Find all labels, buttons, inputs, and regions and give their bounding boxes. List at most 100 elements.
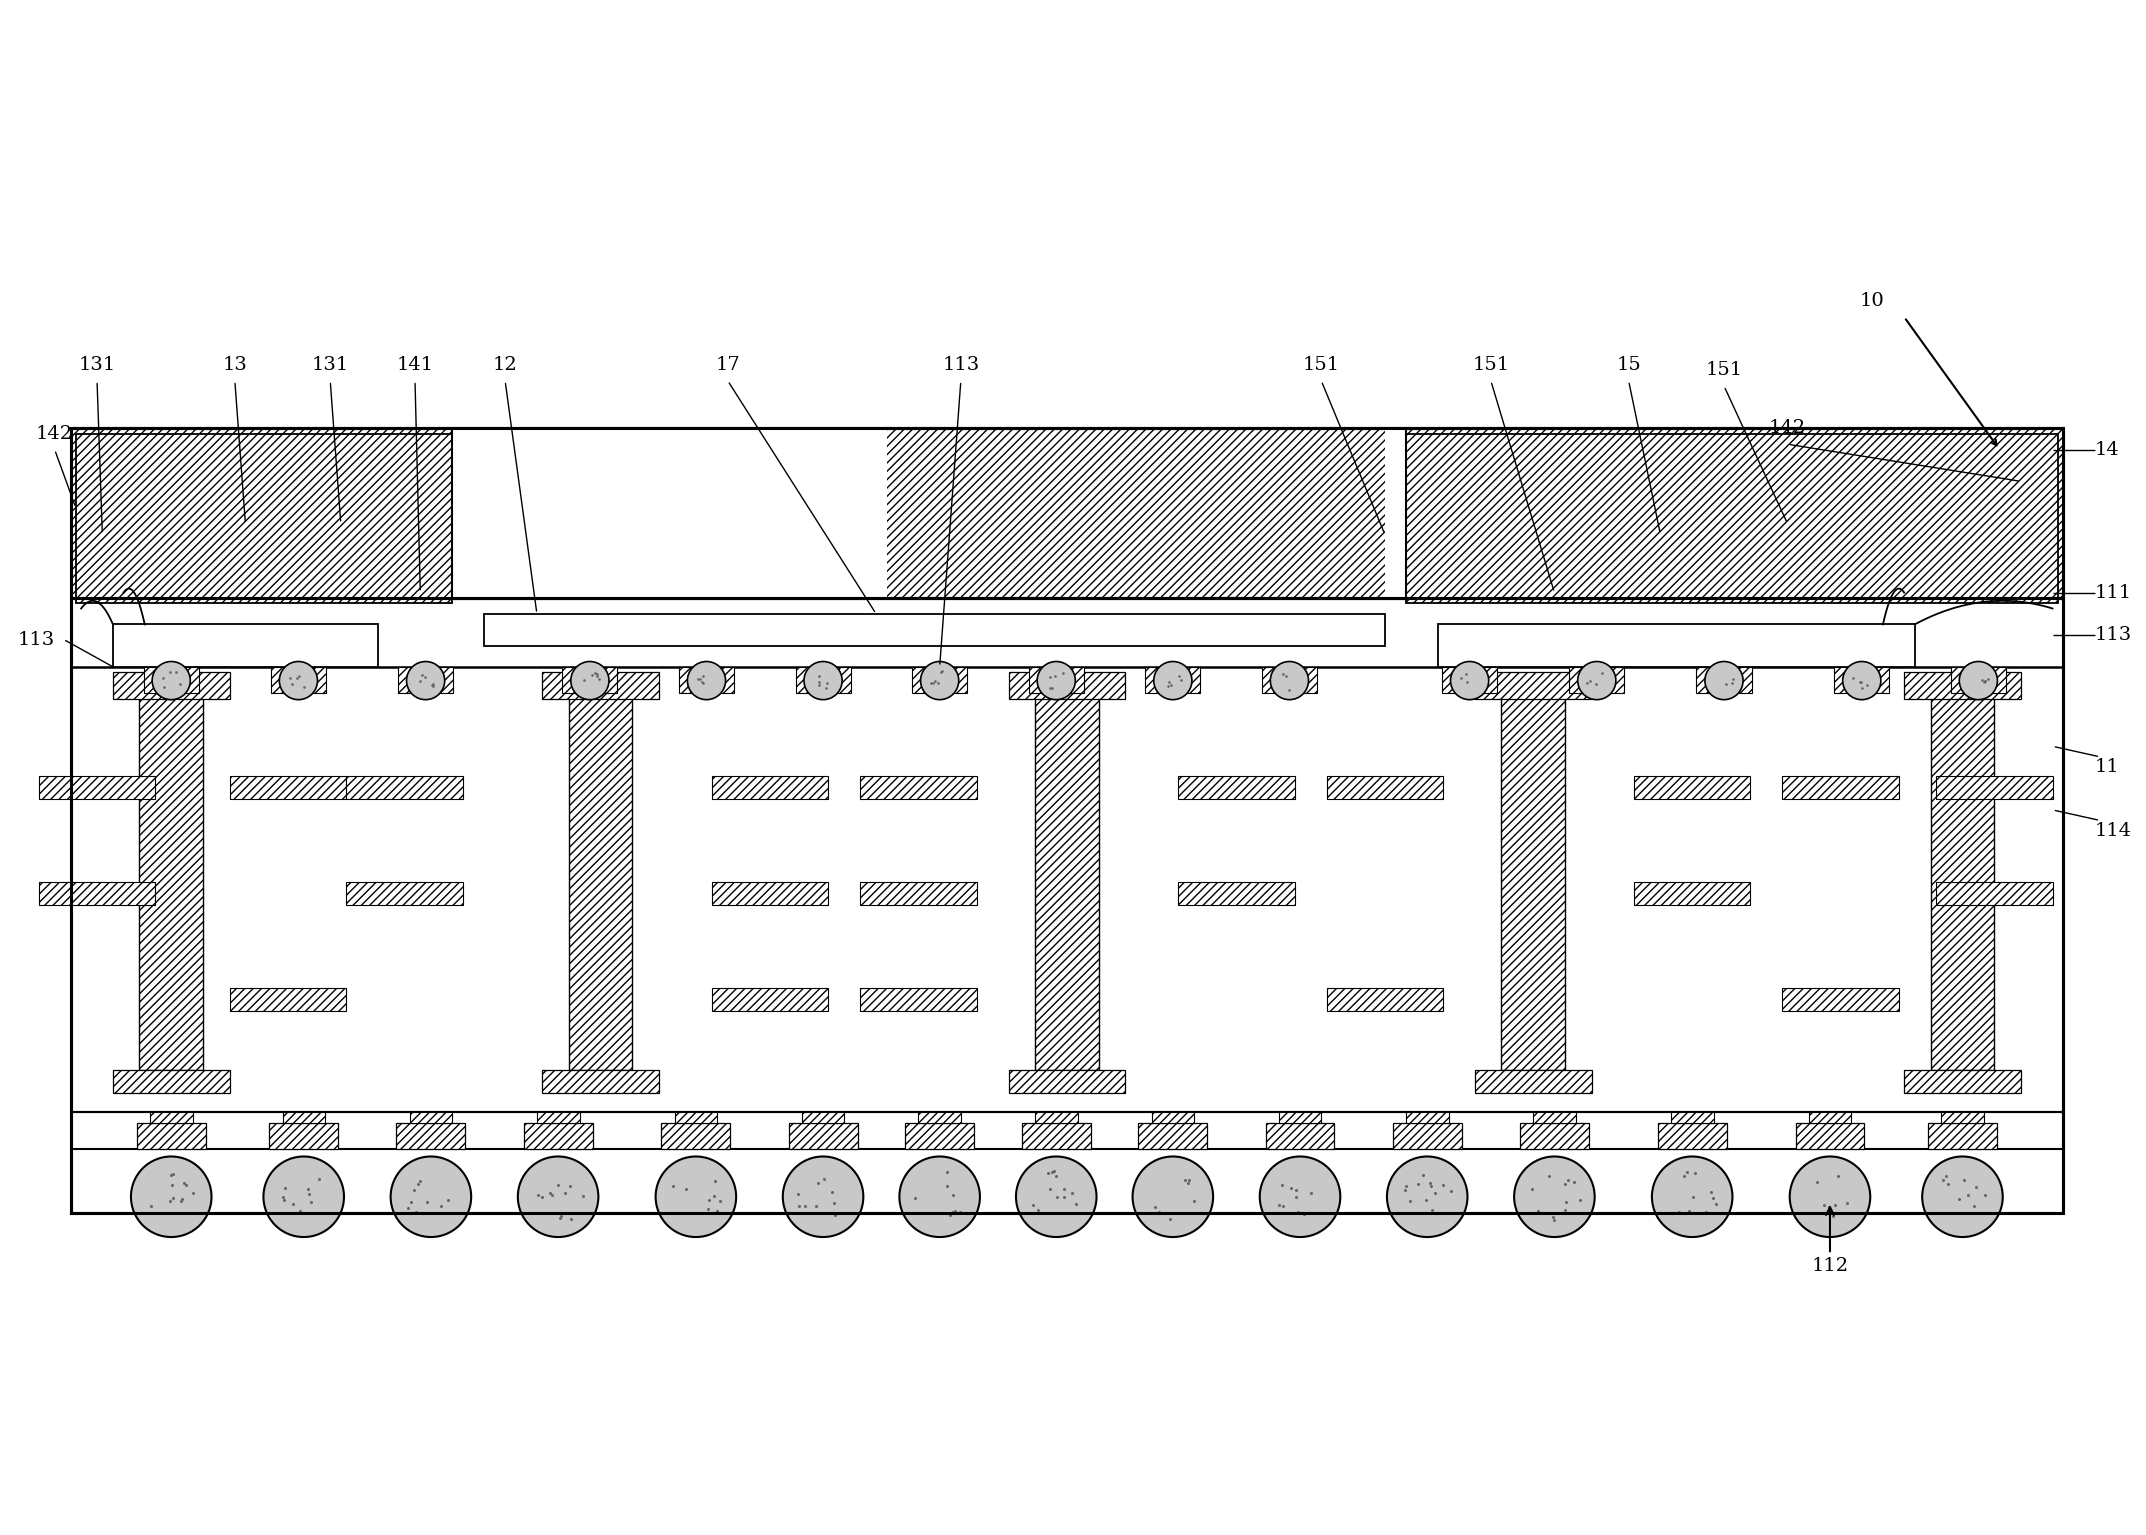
- Text: 113: 113: [17, 631, 56, 649]
- Bar: [483, 614, 1384, 646]
- Bar: [1532, 1111, 1575, 1122]
- Bar: [1633, 777, 1751, 800]
- Bar: [39, 883, 155, 906]
- Text: 111: 111: [2094, 583, 2133, 602]
- Bar: [1657, 1122, 1728, 1150]
- Bar: [1384, 428, 1406, 599]
- Bar: [139, 694, 204, 1070]
- Circle shape: [1133, 1156, 1212, 1237]
- Bar: [1783, 989, 1899, 1012]
- Text: 13: 13: [223, 356, 247, 373]
- Bar: [1697, 666, 1751, 694]
- Bar: [712, 883, 828, 906]
- Text: 12: 12: [494, 356, 517, 373]
- Bar: [562, 666, 618, 694]
- Text: 11: 11: [2094, 758, 2120, 777]
- Circle shape: [1260, 1156, 1341, 1237]
- Text: 15: 15: [1616, 356, 1642, 373]
- Bar: [268, 1122, 339, 1150]
- Bar: [543, 1070, 659, 1093]
- Bar: [1783, 777, 1899, 800]
- Bar: [906, 1122, 974, 1150]
- Bar: [1927, 1122, 1998, 1150]
- Bar: [1442, 666, 1498, 694]
- Text: 131: 131: [311, 356, 350, 373]
- Bar: [912, 666, 968, 694]
- Text: 131: 131: [79, 356, 116, 373]
- Bar: [1009, 1070, 1125, 1093]
- Text: 114: 114: [2094, 823, 2133, 840]
- Bar: [71, 599, 2062, 1213]
- Bar: [137, 1122, 206, 1150]
- Bar: [1034, 1111, 1077, 1122]
- Bar: [1672, 1111, 1715, 1122]
- Circle shape: [899, 1156, 981, 1237]
- Bar: [144, 666, 200, 694]
- Circle shape: [657, 1156, 736, 1237]
- Bar: [397, 666, 453, 694]
- Bar: [543, 672, 659, 698]
- Bar: [1262, 666, 1318, 694]
- Text: 151: 151: [1303, 356, 1339, 373]
- Bar: [410, 1111, 453, 1122]
- Text: 142: 142: [1768, 419, 1807, 437]
- Circle shape: [1270, 662, 1309, 700]
- Bar: [1519, 1122, 1588, 1150]
- Bar: [1633, 883, 1751, 906]
- Bar: [712, 989, 828, 1012]
- Circle shape: [1923, 1156, 2002, 1237]
- Bar: [114, 625, 378, 666]
- Circle shape: [921, 662, 959, 700]
- Bar: [1021, 1122, 1090, 1150]
- Bar: [661, 1122, 730, 1150]
- Circle shape: [279, 662, 318, 700]
- Bar: [1502, 694, 1564, 1070]
- Bar: [230, 777, 346, 800]
- Bar: [114, 1070, 230, 1093]
- Bar: [75, 433, 453, 603]
- Circle shape: [1704, 662, 1743, 700]
- Circle shape: [1015, 1156, 1097, 1237]
- Bar: [1178, 883, 1294, 906]
- Circle shape: [571, 662, 609, 700]
- Bar: [861, 883, 976, 906]
- Bar: [1009, 672, 1125, 698]
- Circle shape: [1386, 1156, 1468, 1237]
- Bar: [1569, 666, 1625, 694]
- Circle shape: [1843, 662, 1880, 700]
- Text: 14: 14: [2094, 441, 2120, 459]
- Text: 112: 112: [1811, 1207, 1848, 1276]
- Bar: [1809, 1111, 1852, 1122]
- Circle shape: [391, 1156, 472, 1237]
- Circle shape: [264, 1156, 343, 1237]
- Bar: [861, 989, 976, 1012]
- Bar: [1279, 1111, 1322, 1122]
- Circle shape: [131, 1156, 212, 1237]
- Bar: [346, 883, 464, 906]
- Bar: [1326, 777, 1442, 800]
- Bar: [1936, 883, 2052, 906]
- Text: 113: 113: [942, 356, 979, 373]
- Bar: [397, 1122, 466, 1150]
- Bar: [346, 777, 464, 800]
- Circle shape: [1155, 662, 1191, 700]
- Bar: [1034, 694, 1099, 1070]
- Bar: [796, 666, 850, 694]
- Text: 151: 151: [1706, 361, 1743, 379]
- Bar: [283, 1111, 326, 1122]
- Bar: [788, 1122, 858, 1150]
- Bar: [1835, 666, 1888, 694]
- Bar: [569, 694, 633, 1070]
- Bar: [524, 1122, 592, 1150]
- Bar: [39, 777, 155, 800]
- Text: 151: 151: [1472, 356, 1509, 373]
- Bar: [1931, 694, 1994, 1070]
- Bar: [230, 989, 346, 1012]
- Bar: [71, 428, 2062, 599]
- Bar: [453, 428, 886, 599]
- Bar: [1028, 666, 1084, 694]
- Circle shape: [406, 662, 444, 700]
- Bar: [1326, 989, 1442, 1012]
- Text: 141: 141: [397, 356, 433, 373]
- Bar: [918, 1111, 961, 1122]
